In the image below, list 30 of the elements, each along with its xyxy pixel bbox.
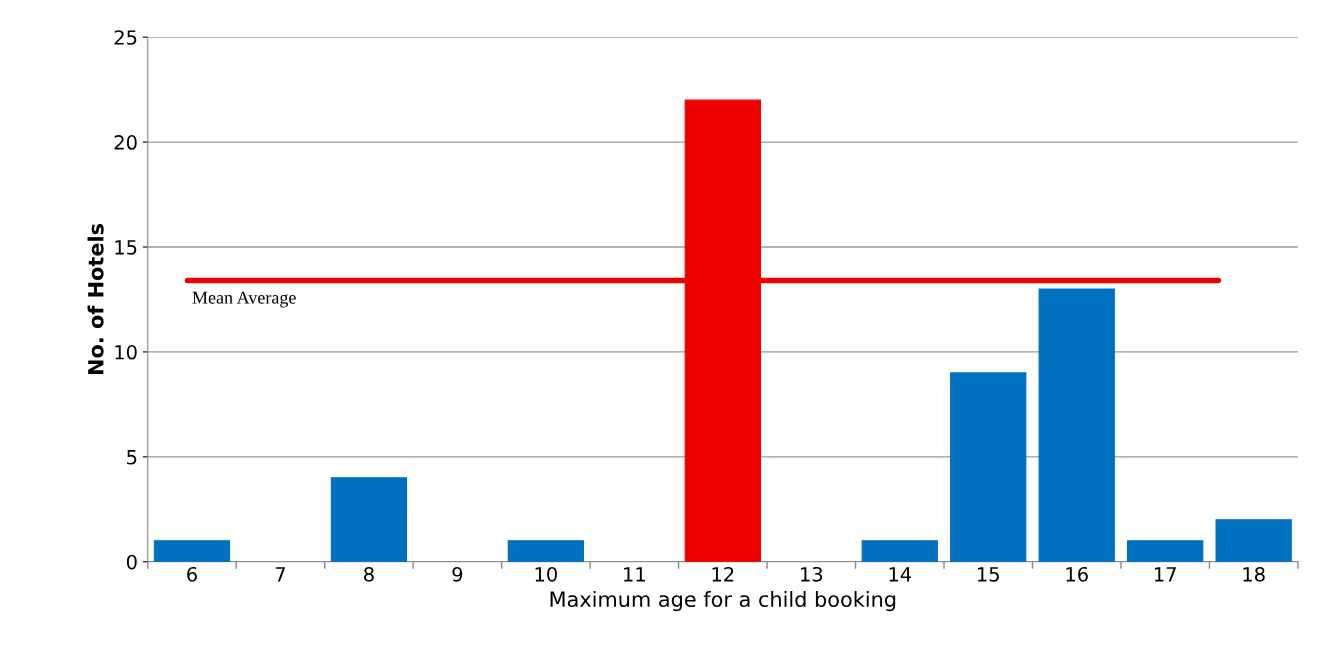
x-tick-label: 15 xyxy=(978,567,999,582)
y-tick-label: 15 xyxy=(115,240,137,255)
bar xyxy=(153,540,231,562)
x-tick-label: 11 xyxy=(624,567,645,582)
y-tick-label: 0 xyxy=(126,554,137,570)
x-tick-label: 16 xyxy=(1066,566,1088,582)
y-tick-label: 25 xyxy=(114,30,137,45)
ref-line-label: Mean Average xyxy=(192,291,296,308)
x-tick-label: 6 xyxy=(187,566,197,582)
bar xyxy=(950,372,1027,562)
y-tick-label: 5 xyxy=(127,450,137,465)
x-tick-label: 13 xyxy=(801,566,823,582)
x-tick-label: 7 xyxy=(275,567,285,582)
bar xyxy=(1215,519,1292,562)
x-tick-label: 12 xyxy=(712,566,734,582)
bar xyxy=(330,477,408,562)
x-tick-label: 8 xyxy=(364,566,374,582)
x-tick-label: 10 xyxy=(535,566,557,582)
bar xyxy=(1038,288,1115,562)
x-tick-label: 18 xyxy=(1243,566,1265,582)
y-tick-label: 20 xyxy=(114,135,137,150)
y-axis-title: No. of Hotels xyxy=(87,223,104,375)
x-tick-label: 14 xyxy=(889,567,912,582)
x-tick-label: 9 xyxy=(452,566,463,582)
bar xyxy=(1127,540,1204,562)
x-tick-label: 17 xyxy=(1154,567,1176,582)
x-axis-title: Maximum age for a child booking xyxy=(550,590,896,612)
bar xyxy=(507,540,585,562)
y-tick-label: 10 xyxy=(115,344,137,360)
bar xyxy=(861,540,938,562)
